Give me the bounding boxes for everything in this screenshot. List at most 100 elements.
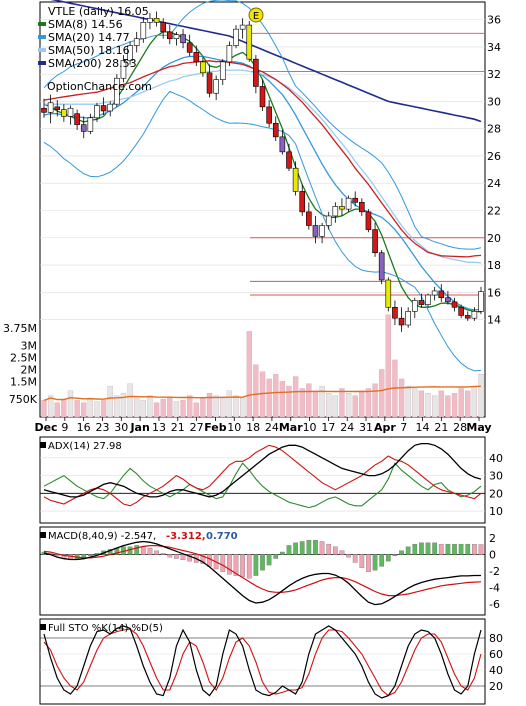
volume-bars: [41, 314, 484, 418]
volume-bar: [478, 374, 484, 418]
candle-body: [120, 60, 127, 79]
macd-histogram-bar: [187, 554, 193, 562]
candle-body: [213, 79, 219, 94]
macd-histogram-bar: [366, 554, 371, 572]
adx-tick-label: 30: [489, 470, 503, 483]
date-label: 30: [114, 421, 128, 434]
macd-histogram-bar: [399, 550, 404, 555]
date-label: Jan: [129, 421, 149, 434]
candle-body: [133, 38, 140, 46]
candle-body: [306, 211, 312, 226]
candle-body: [471, 311, 478, 319]
macd-histogram-bar: [147, 547, 153, 555]
legend-swatch: [38, 48, 46, 52]
stochastic-lines: [40, 625, 485, 699]
volume-tick-label: 1.5M: [10, 375, 37, 388]
price-tick-label: 30: [487, 95, 501, 108]
adx-panel-frame: [39, 436, 486, 524]
volume-bar: [173, 401, 180, 418]
macd-histogram-bar: [167, 554, 173, 558]
macd-histogram-bar: [313, 540, 318, 555]
earnings-marker-icon: [248, 7, 264, 23]
candle-body: [153, 17, 160, 23]
macd-histogram-bar: [266, 554, 272, 566]
candle-body: [47, 102, 54, 113]
date-label: 14: [416, 421, 430, 434]
volume-bar: [100, 400, 107, 418]
volume-bar: [233, 395, 239, 418]
volume-bar: [54, 402, 60, 418]
price-tick-label: 20: [487, 232, 501, 245]
date-label: 28: [453, 421, 467, 434]
candle-body: [259, 86, 266, 108]
candle-body: [41, 107, 47, 113]
macd-histogram-bar: [339, 550, 345, 555]
date-label: 10: [303, 421, 317, 434]
volume-bar: [246, 331, 252, 418]
volume-bar: [266, 378, 272, 418]
volume-bar: [379, 369, 385, 418]
candle-body: [451, 301, 458, 308]
macd-histogram-bar: [352, 554, 358, 563]
volume-bar: [213, 395, 219, 418]
macd-histogram-bar: [54, 554, 60, 557]
volume-tick-label: 3M: [21, 340, 38, 353]
adx-tick-label: 20: [489, 487, 503, 500]
macd-lines: [40, 540, 485, 606]
sto-d-line: [43, 628, 482, 697]
sto-tick-label: 20: [489, 680, 503, 693]
macd-histogram-bar: [227, 554, 232, 575]
volume-bar: [167, 397, 173, 418]
candle-body: [431, 290, 438, 296]
macd-histogram-bar: [140, 546, 146, 555]
date-label: 24: [340, 421, 354, 434]
sto-legend-swatch: [40, 624, 46, 630]
macd-histogram-bar: [220, 554, 226, 572]
macd-histogram-bar: [260, 554, 265, 571]
date-label: 16: [77, 421, 91, 434]
candle-body: [411, 300, 418, 312]
date-label: 9: [61, 421, 68, 434]
macd-histogram-bar: [432, 542, 438, 555]
sto-panel-frame: [39, 618, 486, 705]
macd-title: MACD(8,40,9) -2.547,: [48, 531, 156, 542]
candle-body: [339, 206, 345, 210]
volume-bar: [259, 371, 266, 418]
macd-histogram-bar: [306, 540, 312, 555]
legend-label: SMA(20) 14.77: [48, 31, 130, 44]
macd-tick-label: -2: [489, 565, 500, 578]
macd-histogram-bar: [332, 546, 338, 555]
candle-body: [438, 290, 445, 299]
date-label: 13: [152, 421, 166, 434]
candle-body: [226, 45, 233, 63]
volume-bar: [326, 393, 332, 418]
volume-bar: [319, 385, 325, 418]
macd-histogram-bar: [134, 545, 140, 555]
volume-bar: [279, 381, 286, 418]
legend-label: SMA(8) 14.56: [48, 18, 123, 31]
macd-tick-label: -4: [489, 581, 500, 594]
legend-sma8: SMA(8) 14.56: [38, 18, 123, 31]
macd-histogram-bar: [419, 542, 424, 555]
price-tick-label: 24: [487, 177, 501, 190]
volume-bar: [193, 402, 199, 418]
sto-k-line: [43, 625, 482, 699]
candle-body: [100, 105, 107, 112]
volume-bar: [398, 378, 405, 418]
candle-body: [312, 225, 319, 237]
volume-bar: [365, 388, 372, 418]
adx-legend-swatch: [40, 442, 46, 448]
legend-label: SMA(50) 18.16: [48, 44, 130, 57]
volume-tick-label: 2M: [21, 363, 38, 376]
sto-tick-label: 40: [489, 664, 503, 677]
volume-bar: [299, 388, 305, 418]
candle-body: [405, 311, 411, 326]
volume-bar: [332, 395, 338, 418]
volume-tick-label: 3.75M: [3, 322, 37, 335]
macd-histogram-bar: [154, 550, 159, 555]
volume-bar: [339, 388, 345, 418]
volume-average-line: [43, 385, 482, 402]
legend-sma50: SMA(50) 18.16: [38, 44, 130, 57]
